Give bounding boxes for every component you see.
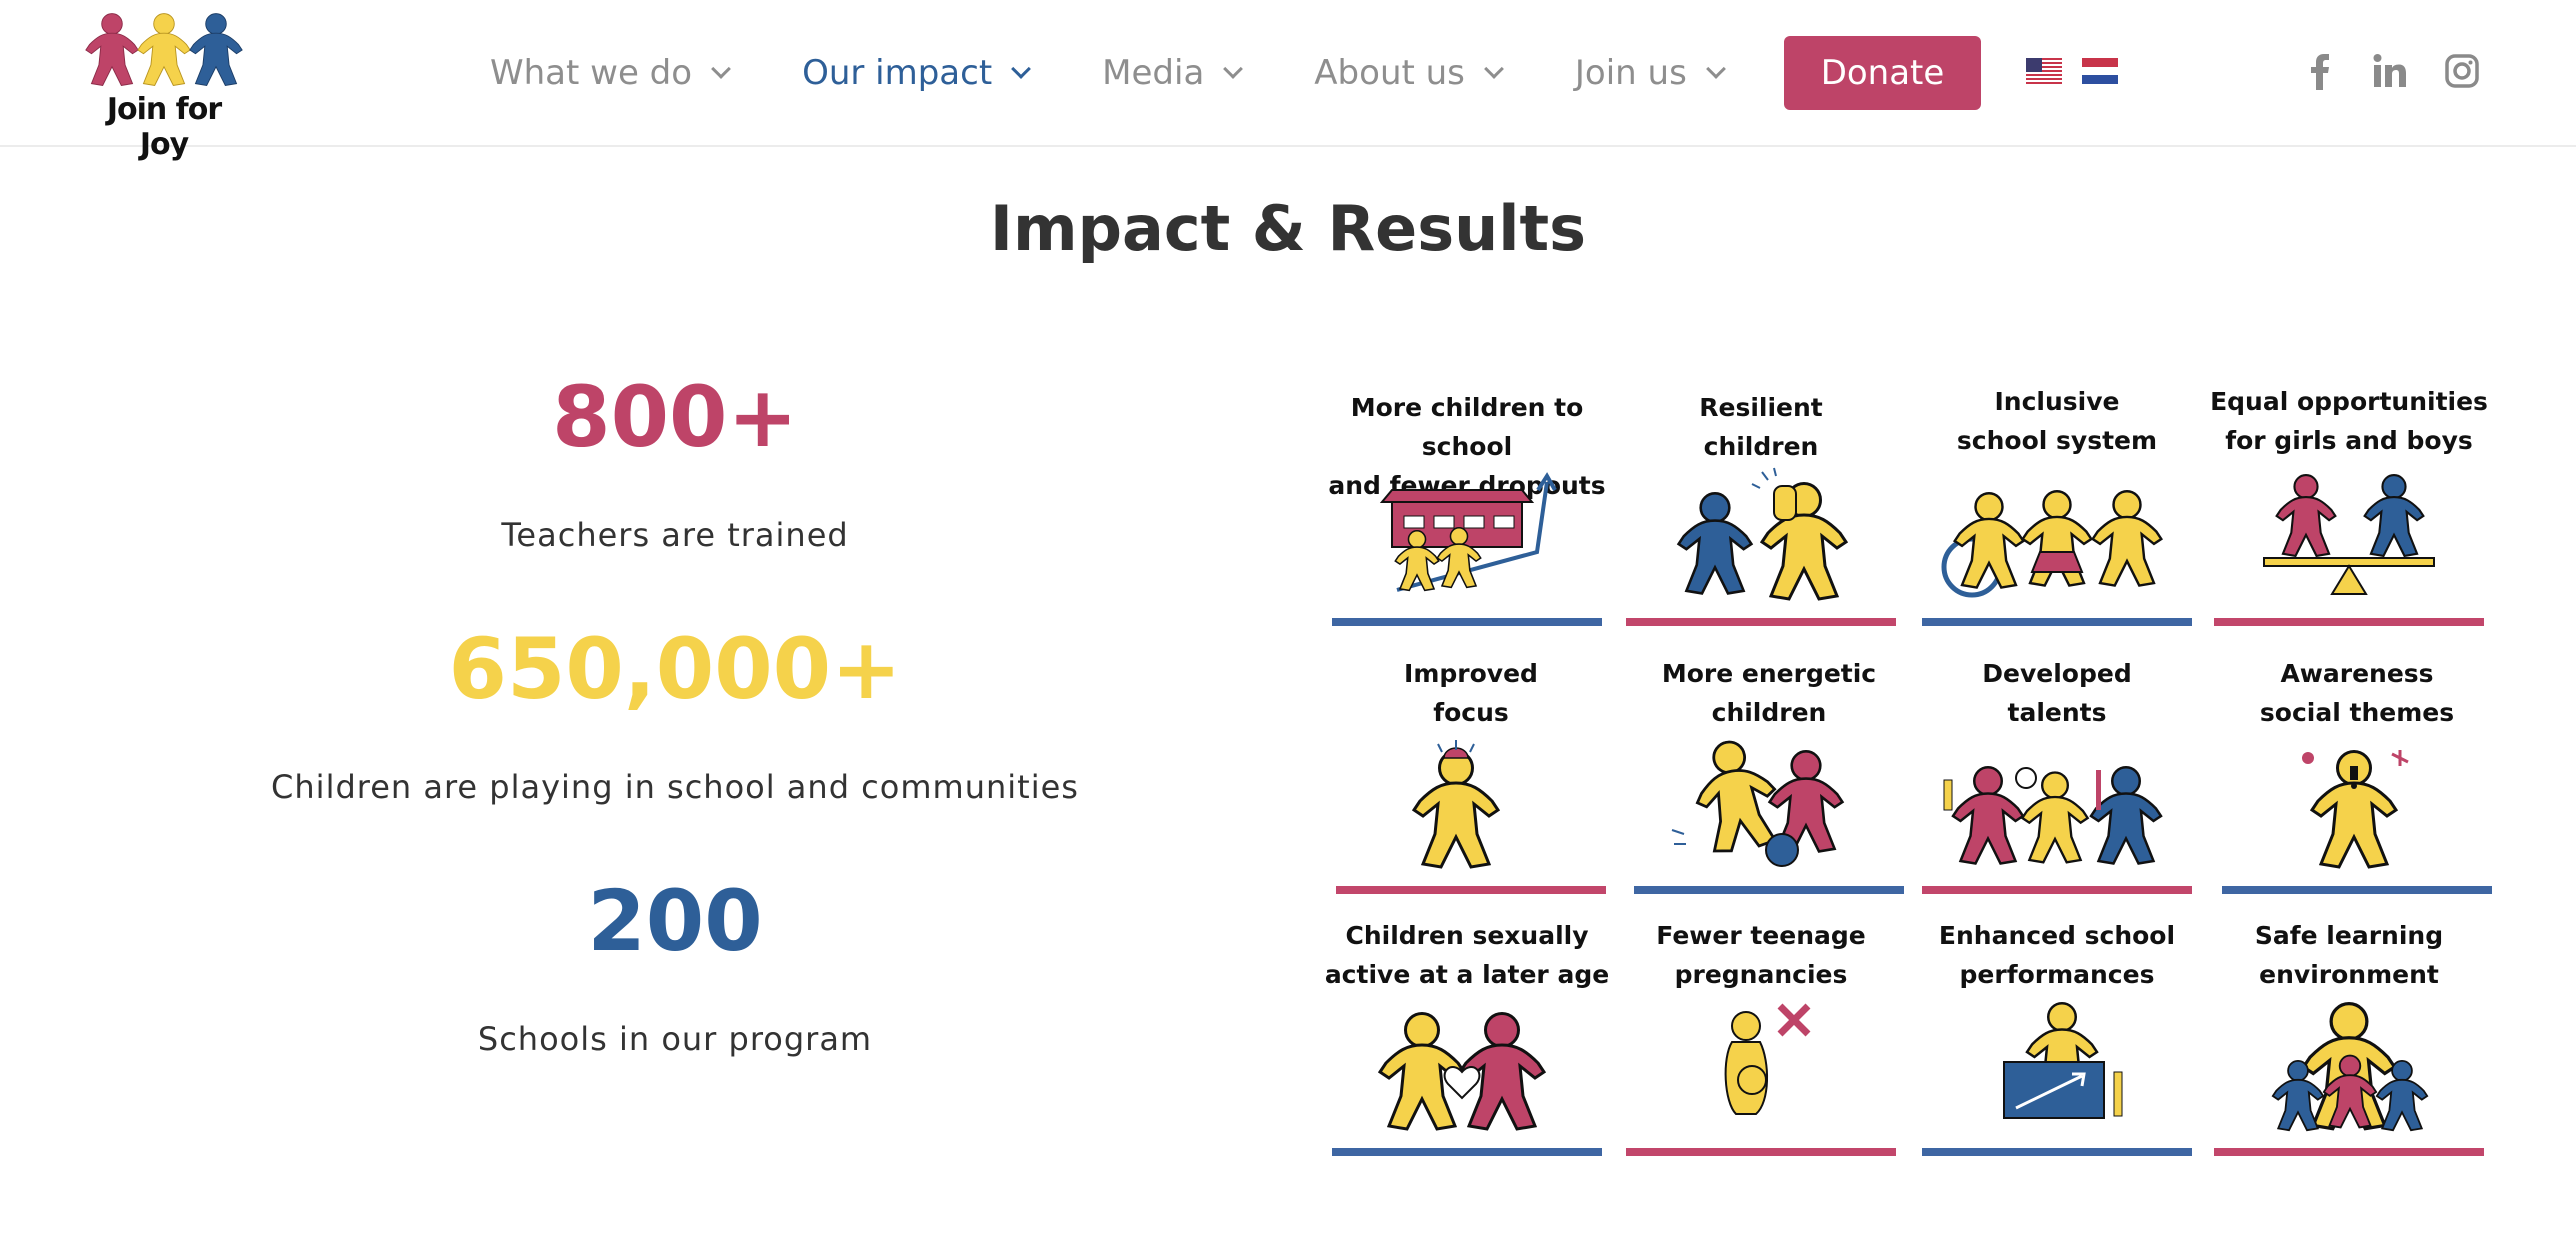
awareness-child-icon (2302, 750, 2409, 869)
impact-title: Inclusive school system (1956, 387, 2158, 455)
stat-teachers-value: 800+ (552, 368, 798, 466)
impact-bar (2222, 886, 2492, 894)
impact-title: Developed talents (1982, 659, 2132, 727)
impact-bar (1922, 1148, 2192, 1156)
site-header: Join for Joy What we do Our impact Media… (0, 0, 2576, 162)
chevron-down-icon (1483, 58, 1504, 79)
nav-join-us[interactable]: Join us (1574, 52, 1726, 93)
stat-schools-label: Schools in our program (477, 1020, 873, 1058)
page-title: Impact & Results (989, 192, 1587, 265)
impact-bar (1922, 886, 2192, 894)
impact-tile: Awareness social themes (2222, 654, 2492, 894)
chevron-down-icon (711, 58, 731, 79)
inclusive-children-icon (1941, 490, 2163, 598)
nav-label: About us (1314, 52, 1465, 93)
chevron-down-icon (1223, 58, 1244, 79)
chevron-down-icon (1011, 58, 1032, 79)
resilient-children-icon (1677, 467, 1848, 601)
nav-our-impact[interactable]: Our impact (802, 52, 1032, 93)
focused-child-icon (1412, 740, 1500, 869)
impact-bar (1332, 1148, 1602, 1156)
impact-bar (1336, 886, 1606, 894)
impact-tile: More energetic children (1634, 654, 1904, 894)
stat-schools-value: 200 (587, 872, 763, 970)
impact-tile: Improved focus (1336, 654, 1606, 894)
nav-label: What we do (490, 52, 693, 93)
impact-bar (1922, 618, 2192, 626)
impact-tile: Children sexually active at a later age (1325, 916, 1609, 1156)
impact-title: More children to school and fewer dropout… (1328, 393, 1606, 500)
impact-tile: Inclusive school system (1922, 382, 2192, 626)
impact-bar (1634, 886, 1904, 894)
main-nav: What we do Our impact Media About us Joi… (490, 0, 1797, 145)
balance-scale-icon (2263, 474, 2435, 595)
impact-title: Safe learning environment (2254, 921, 2444, 989)
impact-title: Improved focus (1404, 659, 1538, 727)
join-for-joy-logo[interactable]: Join for Joy (84, 12, 244, 162)
nav-about-us[interactable]: About us (1314, 52, 1504, 93)
impact-bar (2214, 1148, 2484, 1156)
pregnancy-cross-icon (1724, 1003, 1811, 1115)
impact-tile: Resilient children (1626, 388, 1896, 628)
impact-tile: Safe learning environment (2214, 916, 2484, 1156)
heart-children-icon (1378, 1012, 1546, 1131)
impact-bar (1626, 618, 1896, 626)
nav-media[interactable]: Media (1102, 52, 1244, 93)
impact-title: Fewer teenage pregnancies (1656, 921, 1866, 989)
energetic-children-icon (1671, 733, 1844, 867)
impact-tile: More children to school and fewer dropout… (1328, 388, 1606, 628)
linkedin-icon[interactable] (2372, 52, 2408, 90)
nl-flag-icon[interactable] (2082, 58, 2118, 84)
stat-children-label: Children are playing in school and commu… (271, 768, 1079, 806)
impact-title: More energetic children (1661, 659, 1877, 727)
impact-tile: Equal opportunities for girls and boys (2210, 382, 2488, 626)
stat-children-value: 650,000+ (448, 620, 902, 718)
logo-figures-icon (85, 13, 243, 86)
nav-label: Media (1102, 52, 1205, 93)
impact-bar (1626, 1148, 1896, 1156)
impact-title: Equal opportunities for girls and boys (2210, 387, 2488, 455)
impact-title: Children sexually active at a later age (1324, 921, 1610, 989)
logo-text: Join for Joy (106, 92, 222, 162)
chevron-down-icon (1705, 58, 1726, 79)
stat-teachers-label: Teachers are trained (501, 516, 849, 554)
talents-children-icon (1943, 766, 2163, 865)
us-flag-icon[interactable] (2026, 58, 2062, 84)
donate-button[interactable]: Donate (1784, 36, 1981, 110)
school-children-icon (1379, 472, 1557, 592)
protecting-adult-icon (2271, 1002, 2429, 1132)
impact-title: Resilient children (1699, 393, 1823, 461)
impact-tile: Enhanced school performances (1922, 916, 2192, 1156)
impact-bar (2214, 618, 2484, 626)
performance-chart-icon (2003, 1002, 2123, 1119)
impact-title: Awareness social themes (2259, 659, 2455, 727)
impact-tile: Fewer teenage pregnancies (1626, 916, 1896, 1156)
nav-label: Our impact (802, 52, 993, 93)
impact-title: Enhanced school performances (1938, 921, 2176, 989)
nav-label: Join us (1574, 52, 1687, 93)
impact-bar (1332, 618, 1602, 626)
nav-what-we-do[interactable]: What we do (490, 52, 731, 93)
impact-tile: Developed talents (1922, 654, 2192, 894)
facebook-icon[interactable] (2302, 52, 2338, 90)
instagram-icon[interactable] (2444, 52, 2480, 90)
